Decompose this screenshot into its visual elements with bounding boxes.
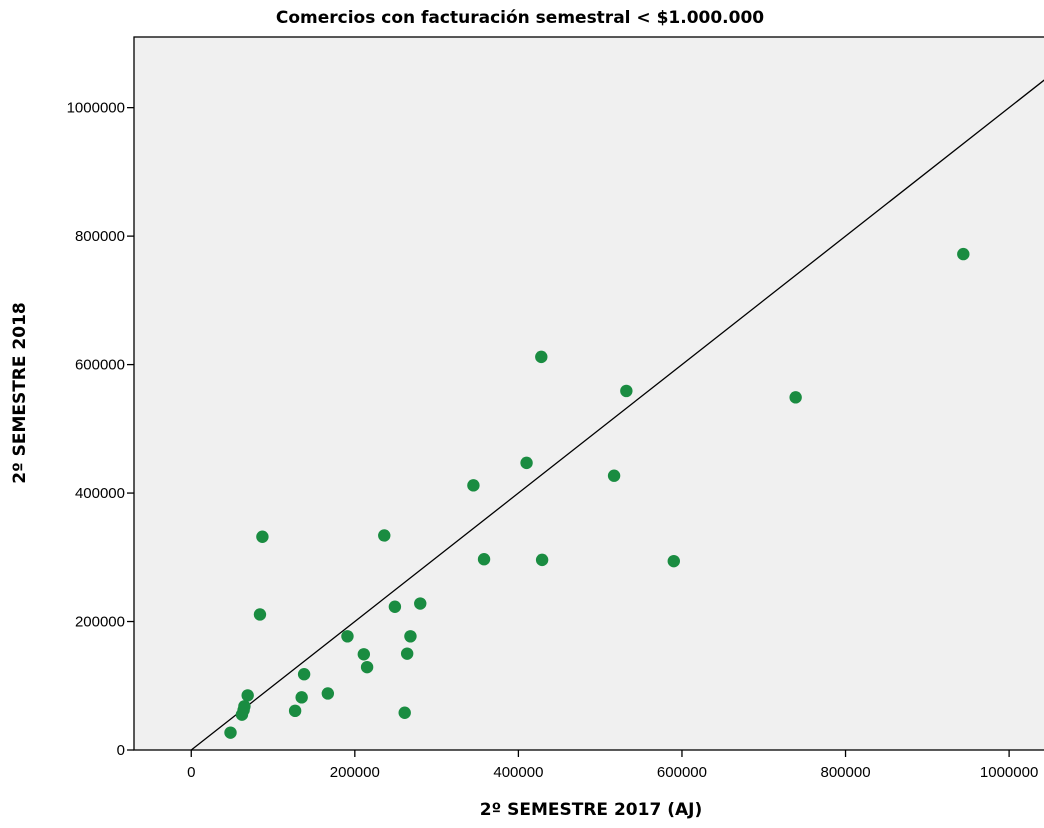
- data-point: [467, 479, 480, 492]
- x-tick-label: 800000: [821, 764, 871, 781]
- x-axis-title: 2º SEMESTRE 2017 (AJ): [480, 800, 702, 820]
- data-point: [404, 630, 417, 643]
- data-point: [238, 700, 251, 713]
- data-point: [360, 660, 374, 674]
- data-point: [295, 691, 308, 704]
- data-point: [398, 706, 411, 719]
- y-axis: 0 200000 400000 600000 800000 1000000: [67, 100, 134, 759]
- y-tick-label: 1000000: [67, 100, 125, 117]
- y-tick-label: 400000: [75, 485, 125, 502]
- data-point: [957, 247, 970, 261]
- plot-area: [133, 36, 1044, 751]
- data-point: [297, 668, 311, 681]
- data-point: [535, 350, 548, 364]
- data-point: [321, 687, 335, 700]
- x-axis: 0 200000 400000 600000 800000 1000000: [187, 750, 1038, 781]
- data-point: [620, 384, 633, 398]
- data-point: [241, 689, 254, 702]
- chart-title: Comercios con facturación semestral < $1…: [276, 8, 764, 28]
- data-point: [357, 648, 371, 661]
- data-point: [288, 704, 302, 718]
- data-point: [789, 391, 802, 404]
- data-point: [535, 553, 549, 567]
- reference-line: [190, 79, 1044, 751]
- y-axis-title: 2º SEMESTRE 2018: [10, 302, 30, 484]
- data-point: [378, 529, 391, 542]
- data-point: [520, 456, 533, 470]
- data-point: [388, 600, 402, 613]
- x-tick-label: 0: [187, 764, 195, 781]
- data-point: [224, 726, 237, 739]
- reference-line-layer: [190, 79, 1044, 751]
- y-tick-label: 800000: [75, 228, 125, 245]
- y-tick-label: 600000: [75, 357, 125, 374]
- data-point: [607, 469, 621, 482]
- data-point: [477, 553, 491, 566]
- x-tick-label: 600000: [657, 764, 707, 781]
- y-tick-label: 0: [117, 742, 125, 759]
- x-tick-label: 200000: [330, 764, 380, 781]
- data-points: [224, 247, 970, 739]
- data-point: [341, 630, 354, 643]
- data-point: [256, 530, 269, 543]
- data-point: [414, 597, 427, 610]
- data-point: [253, 608, 267, 621]
- data-point: [667, 554, 680, 568]
- x-tick-label: 400000: [493, 764, 543, 781]
- data-point: [400, 647, 414, 660]
- y-tick-label: 200000: [75, 614, 125, 631]
- x-tick-label: 1000000: [980, 764, 1038, 781]
